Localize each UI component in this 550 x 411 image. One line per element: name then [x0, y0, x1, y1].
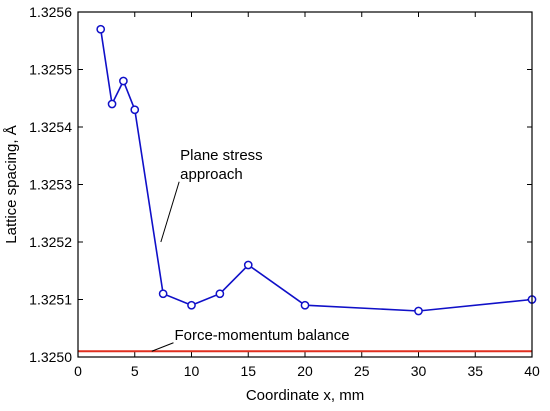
x-tick-label: 5 — [131, 363, 139, 379]
series-layer — [78, 24, 537, 353]
data-point — [119, 76, 128, 86]
data-point — [243, 260, 253, 270]
annotations: Plane stress approach Force-momentum balan… — [151, 147, 350, 352]
y-tick-label: 1.3253 — [29, 177, 72, 193]
y-tick-label: 1.3254 — [29, 119, 72, 135]
x-axis-label: Coordinate x, mm — [246, 387, 364, 404]
annotation-label-1: approach — [180, 166, 243, 183]
annotation-label-2: Force-momentum balance — [174, 327, 349, 344]
x-tick-label: 0 — [74, 363, 82, 379]
data-point — [158, 289, 168, 299]
y-tick-label: 1.3252 — [29, 234, 72, 250]
annotation-label-1: Plane stress — [180, 147, 263, 164]
y-tick-label: 1.3251 — [29, 292, 72, 308]
x-tick-label: 30 — [411, 363, 427, 379]
annotation-leader-2 — [151, 342, 174, 352]
plot-frame — [77, 11, 533, 358]
x-tick-label: 40 — [524, 363, 540, 379]
data-point — [130, 105, 140, 115]
x-tick-label: 10 — [184, 363, 200, 379]
data-point — [187, 300, 196, 310]
x-tick-label: 15 — [240, 363, 256, 379]
y-tick-label: 1.3255 — [29, 62, 72, 78]
ticks: 0 5 10 15 20 25 30 35 40 1.3250 1.3251 1.3252 1.3253… — [29, 4, 540, 379]
annotation-leader-1 — [160, 181, 180, 243]
y-tick-label: 1.3250 — [29, 349, 72, 365]
series-line-1 — [99, 29, 533, 312]
data-point — [414, 306, 423, 316]
x-tick-label: 20 — [297, 363, 313, 379]
data-point — [96, 24, 106, 34]
data-point — [107, 99, 117, 109]
y-tick-label: 1.3256 — [29, 4, 72, 20]
data-point — [300, 300, 310, 310]
x-tick-label: 25 — [354, 363, 370, 379]
x-tick-label: 35 — [467, 363, 483, 379]
data-point — [215, 289, 225, 299]
y-axis-label: Lattice spacing, Å — [3, 125, 20, 243]
